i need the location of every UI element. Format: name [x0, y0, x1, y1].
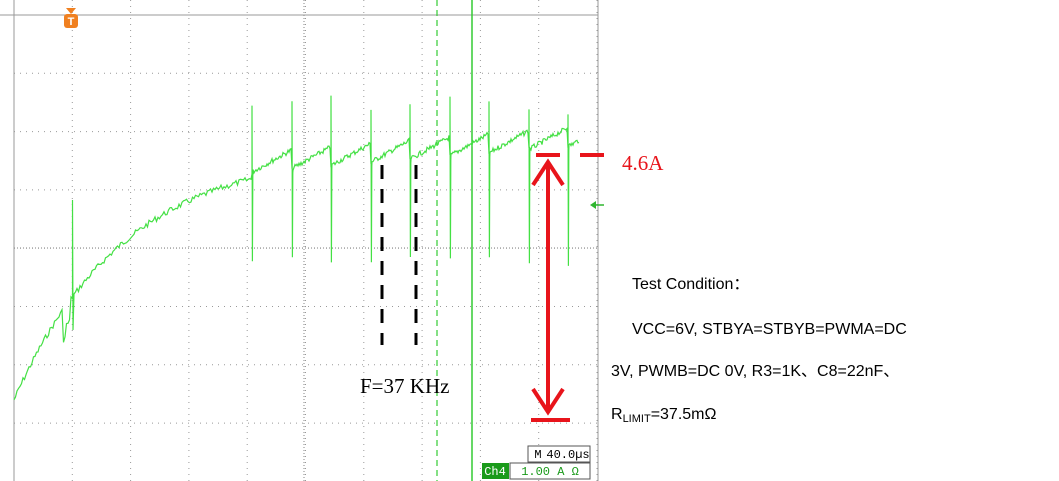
level-marker — [590, 201, 596, 209]
current-label: 4.6A — [622, 151, 664, 175]
timebase-prefix: M — [534, 448, 541, 462]
frequency-label: F=37 KHz — [360, 374, 449, 398]
current-arrow — [531, 155, 604, 420]
channel: Ch4 — [484, 465, 506, 479]
trigger-arrow — [66, 8, 76, 14]
r-limit: RLIMIT=37.5mΩ — [611, 406, 717, 425]
r-value: =37.5mΩ — [651, 406, 717, 423]
r-subscript: LIMIT — [623, 413, 651, 425]
condition-line: 3V, PWMB=DC 0V, R3=1K、C8=22nF、 — [611, 363, 899, 380]
scale: 1.00 A Ω — [521, 465, 579, 479]
condition-line: VCC=6V, STBYA=STBYB=PWMA=DC — [632, 321, 907, 338]
r-symbol: R — [611, 406, 623, 423]
trigger-marker: T — [68, 16, 75, 28]
condition-title: Test Condition： — [632, 276, 749, 293]
timebase: 40.0µs — [546, 448, 589, 462]
page: T F=37 KHz 4.6A Test Condition： VCC=6V, … — [0, 0, 1059, 481]
scope-grid — [0, 0, 598, 481]
